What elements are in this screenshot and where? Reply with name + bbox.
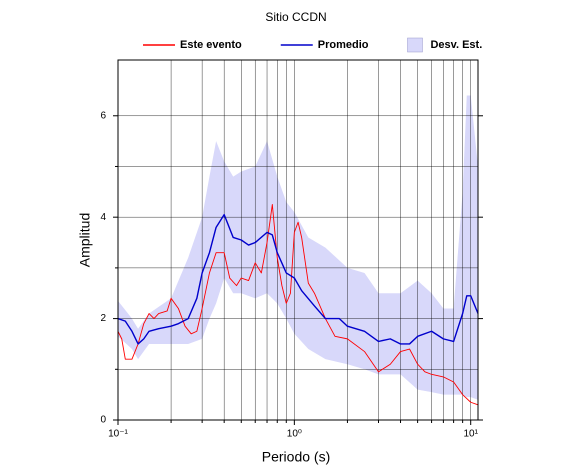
legend-swatch [407,37,423,53]
y-tick-label: 2 [100,313,106,324]
x-tick-label: 10⁰ [287,429,302,440]
y-axis-label: Amplitud [77,213,93,267]
y-tick-label: 4 [100,212,106,223]
x-tick-label: 10⁻¹ [108,429,128,440]
series-line [117,204,479,406]
x-tick-label: 10¹ [463,429,478,440]
series-line [117,213,479,345]
legend-label: Promedio [318,39,369,51]
legend-label: Este evento [180,39,242,51]
legend-label: Desv. Est. [430,39,482,51]
y-tick-label: 0 [100,415,106,426]
x-axis-label: Periodo (s) [262,449,330,465]
std-band [118,95,478,400]
plot-frame [117,59,479,421]
y-tick-label: 6 [100,110,106,121]
chart-title: Sitio CCDN [265,10,326,24]
